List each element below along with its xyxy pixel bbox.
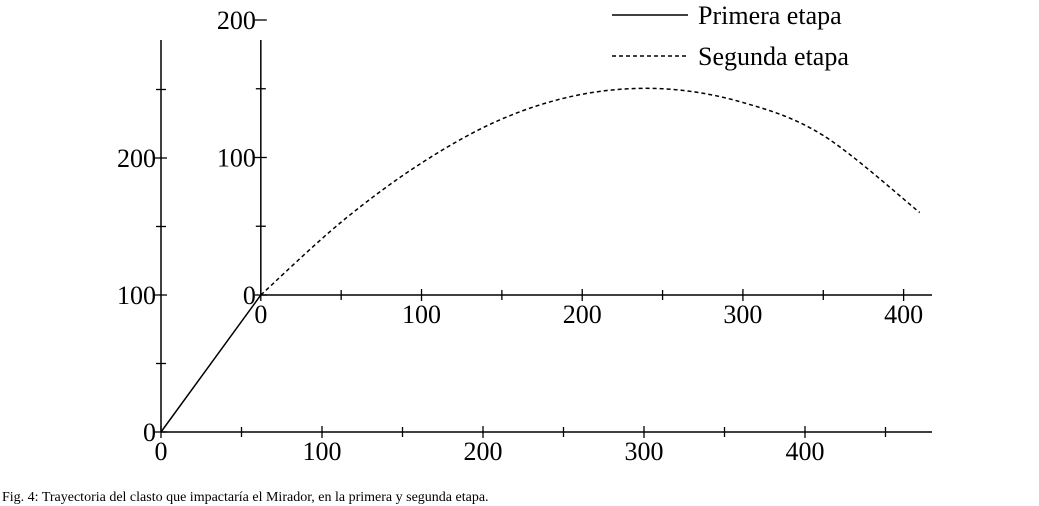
legend-label-1: Primera etapa <box>698 1 842 30</box>
outer-x-tick-label: 0 <box>155 437 168 466</box>
inner-x-tick-label: 400 <box>884 300 923 329</box>
figure-caption: Fig. 4: Trayectoria del clasto que impac… <box>2 490 489 505</box>
series-layer <box>160 87 921 433</box>
series-line-2 <box>260 87 921 296</box>
outer-x-tick-label: 200 <box>464 437 503 466</box>
series-line-1 <box>160 294 262 433</box>
inner-y-tick-label: 100 <box>217 144 256 173</box>
inner-x-tick-label: 300 <box>723 300 762 329</box>
outer-x-tick-label: 100 <box>303 437 342 466</box>
outer-y-tick-label: 200 <box>117 144 156 173</box>
outer-x-tick-label: 400 <box>786 437 825 466</box>
legend: Primera etapa Segunda etapa <box>612 1 849 71</box>
outer-y-tick-label: 100 <box>117 281 156 310</box>
outer-y-tick-label: 0 <box>143 418 156 447</box>
inner-y-tick-label: 200 <box>217 6 256 35</box>
inner-y-tick-label: 0 <box>243 281 256 310</box>
outer-axes: 0 100 200 300 400 0 100 200 <box>117 40 932 466</box>
inner-x-tick-label: 0 <box>254 300 267 329</box>
trajectory-chart: 0 100 200 300 400 0 100 200 0 100 200 300 400 0 100 20… <box>117 1 932 466</box>
legend-label-2: Segunda etapa <box>698 42 849 71</box>
inner-x-tick-label: 200 <box>563 300 602 329</box>
inner-x-tick-label: 100 <box>402 300 441 329</box>
outer-x-tick-label: 300 <box>625 437 664 466</box>
inner-axes: 0 100 200 300 400 0 100 200 <box>217 6 932 329</box>
